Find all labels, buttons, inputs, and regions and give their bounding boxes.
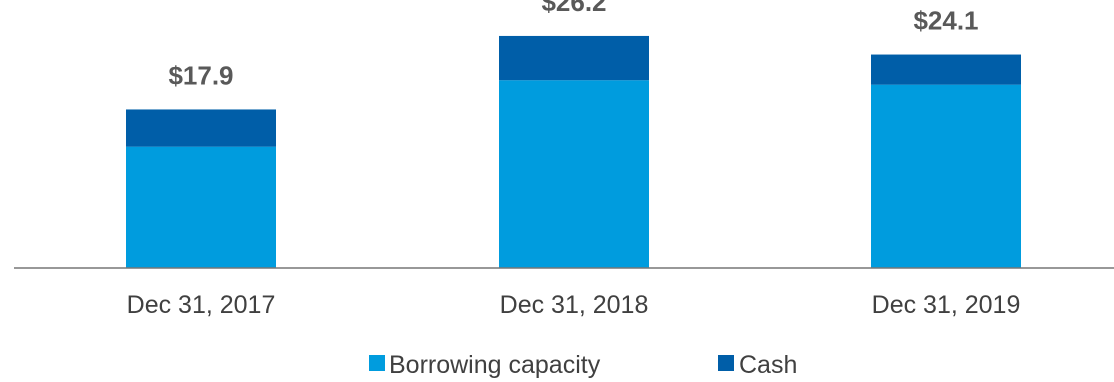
- total-label-2: $26.2: [541, 0, 606, 17]
- bar-cash-3: [871, 54, 1021, 85]
- bar-cash-1: [126, 109, 276, 147]
- category-label-1: Dec 31, 2017: [127, 291, 276, 319]
- bar-borrowing-capacity-1: [126, 146, 276, 268]
- legend-swatch-cash: [718, 355, 734, 371]
- legend: Borrowing capacity Cash: [369, 351, 797, 379]
- category-label-2: Dec 31, 2018: [500, 291, 649, 319]
- category-label-3: Dec 31, 2019: [872, 291, 1021, 319]
- legend-label-borrowing-capacity: Borrowing capacity: [389, 351, 601, 379]
- bars-layer: [126, 35, 1021, 269]
- total-labels-layer: $17.9 $26.2 $24.1: [168, 0, 978, 90]
- category-labels-layer: Dec 31, 2017 Dec 31, 2018 Dec 31, 2019: [127, 291, 1021, 319]
- total-label-3: $24.1: [913, 6, 978, 36]
- legend-label-cash: Cash: [739, 351, 797, 379]
- bar-borrowing-capacity-2: [499, 80, 649, 268]
- legend-swatch-borrowing-capacity: [369, 355, 385, 371]
- bar-cash-2: [499, 35, 649, 81]
- total-label-1: $17.9: [168, 60, 233, 90]
- bar-borrowing-capacity-3: [871, 84, 1021, 269]
